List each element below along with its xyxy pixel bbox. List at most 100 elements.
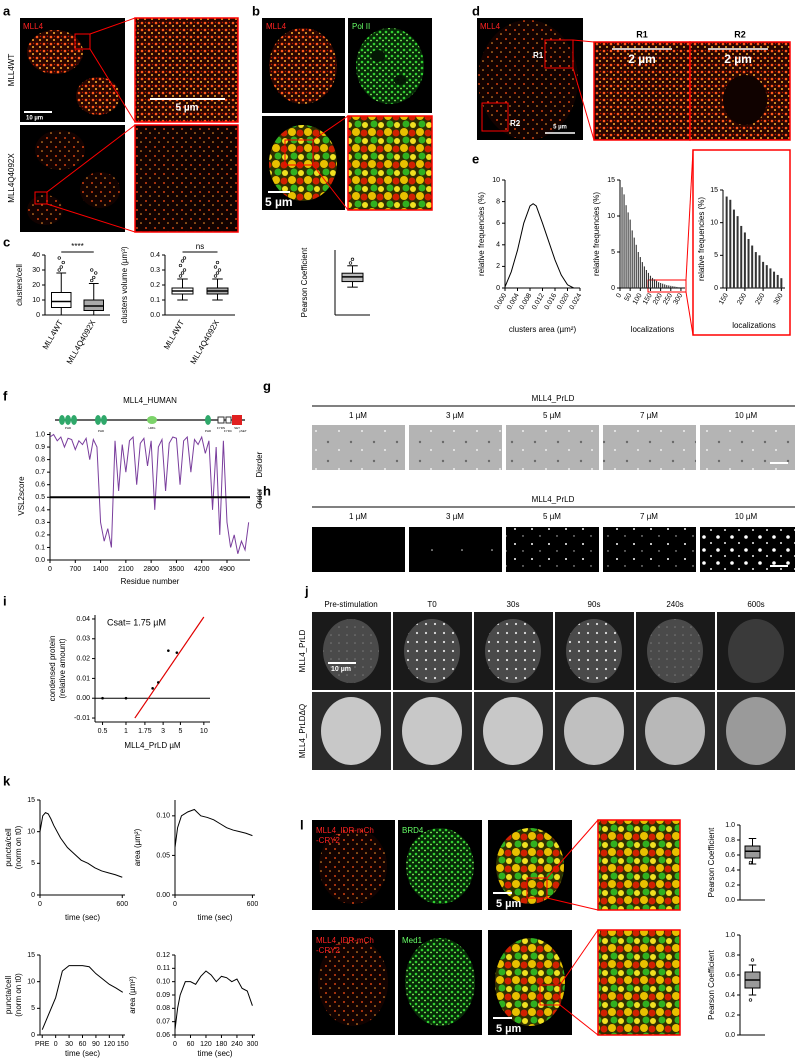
y-tick-label: 0 <box>496 285 500 292</box>
x-tick-label: 120 <box>103 1041 115 1048</box>
dic-image <box>409 425 502 470</box>
y-tick-label: 0.2 <box>725 882 735 889</box>
nucleus <box>645 697 705 765</box>
outlier <box>57 256 61 260</box>
y-tick-label: 0.3 <box>150 267 160 274</box>
outlier <box>348 261 353 265</box>
condition-label: 10 µM <box>735 512 758 521</box>
scale-label: 5 µm <box>496 898 522 910</box>
bar <box>645 270 647 288</box>
channel-label: MLL4_IDR-mCh <box>316 826 374 835</box>
condition-label: 1 µM <box>349 512 367 521</box>
y-axis-label: Pearson Coefficient <box>707 827 716 897</box>
box <box>51 292 72 308</box>
row-label: MLL4WT <box>7 54 16 87</box>
y-axis-label: area (µm²) <box>133 828 142 866</box>
bar <box>678 287 680 288</box>
x-tick-label: 2100 <box>118 566 134 573</box>
y-tick-label: 0.01 <box>76 675 90 682</box>
domain <box>65 415 71 425</box>
panel-letter: j <box>304 583 309 598</box>
outlier <box>178 274 183 278</box>
x-tick-label: 250 <box>755 292 767 306</box>
y-tick-label: 10 <box>607 213 615 220</box>
x-tick-label: 30 <box>65 1041 73 1048</box>
bar <box>672 286 674 288</box>
y-tick-label: 0.00 <box>156 892 170 899</box>
nucleus <box>404 619 460 683</box>
nucleus <box>495 938 565 1026</box>
y-tick-label: 15 <box>27 952 35 959</box>
connector <box>312 164 349 211</box>
connector <box>572 67 595 141</box>
y-tick-label: 1.0 <box>725 822 735 829</box>
scale-label: 5 µm <box>265 195 293 209</box>
point <box>124 696 128 700</box>
connector <box>546 819 599 879</box>
connector <box>572 39 595 43</box>
x-tick-label: 3500 <box>169 566 185 573</box>
y-tick-label: 0.0 <box>725 1032 735 1039</box>
data-line <box>504 203 574 289</box>
domain-label: SET <box>234 426 240 430</box>
y-tick-label: 0.6 <box>725 972 735 979</box>
panel-letter: e <box>472 151 479 166</box>
bar <box>639 257 641 288</box>
outlier <box>748 998 753 1002</box>
y-axis-label: (norm on t0) <box>14 825 23 869</box>
y-tick-label: 15 <box>607 177 615 184</box>
bar <box>664 284 666 288</box>
column-label: 240s <box>666 600 683 609</box>
nucleus <box>269 125 337 201</box>
bar <box>769 268 772 288</box>
point <box>167 649 170 652</box>
outlier <box>61 260 65 265</box>
bar <box>643 266 645 288</box>
x-tick-label: 120 <box>200 1041 212 1048</box>
panel-letter: i <box>3 593 7 608</box>
outlier <box>750 958 755 962</box>
outlier <box>57 268 61 272</box>
domain <box>95 415 101 425</box>
fluor-image <box>506 527 599 572</box>
column-label: 30s <box>507 600 520 609</box>
domain <box>225 416 232 424</box>
y-tick-label: 0.4 <box>725 992 735 999</box>
nucleus <box>402 697 462 765</box>
channel-label: Pol II <box>352 22 370 31</box>
dic-image <box>312 425 405 470</box>
bar <box>629 219 631 288</box>
bar <box>641 262 643 288</box>
domain <box>59 415 65 425</box>
y-tick-label: 0.10 <box>156 979 170 986</box>
bar <box>668 285 670 288</box>
y-axis-label: VSL2score <box>17 476 26 516</box>
scale-label: 10 µm <box>331 666 351 673</box>
roi-box <box>284 139 314 166</box>
condition-label: 7 µM <box>640 512 658 521</box>
bar <box>625 205 627 288</box>
y-axis-label: condensed protein <box>48 636 57 702</box>
channel-label: -CRY2 <box>316 836 340 845</box>
channel-label: BRD4 <box>402 826 424 835</box>
bar <box>637 252 639 288</box>
y-tick-label: 10 <box>710 220 718 227</box>
condition-label: 3 µM <box>446 411 464 420</box>
significance: ns <box>196 242 204 251</box>
domain-glyphs <box>59 415 242 425</box>
x-tick-label: 300 <box>672 292 684 306</box>
x-axis-label: time (sec) <box>65 1049 100 1058</box>
bar <box>758 255 761 288</box>
x-axis-label: Residue number <box>121 577 180 586</box>
scale-label: 5 µm <box>176 103 199 114</box>
y-tick-label: 5 <box>31 860 35 867</box>
bar <box>765 265 768 288</box>
bar <box>649 275 652 288</box>
y-tick-label: 40 <box>32 252 40 259</box>
domain-label: PHD <box>98 429 105 433</box>
nucleus <box>485 619 541 683</box>
bar <box>653 279 656 288</box>
zoom <box>593 41 691 141</box>
outlier <box>748 860 753 865</box>
domain-label: FYRN <box>217 426 225 430</box>
